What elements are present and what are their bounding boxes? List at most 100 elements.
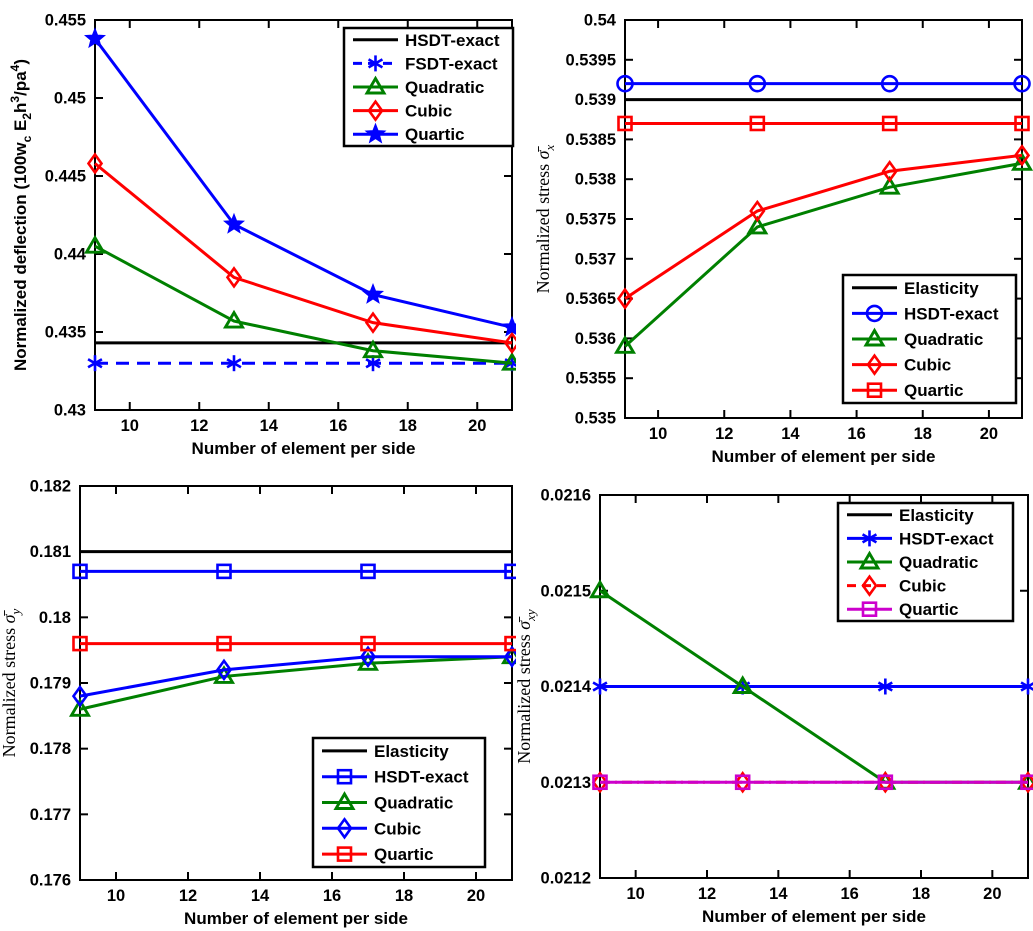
asterisk-marker [592, 681, 608, 692]
circle-marker [880, 74, 899, 93]
legend-star5-marker [364, 122, 387, 144]
y-axis-label: Normalized deflection (100wc E2h3/pa4) [8, 59, 34, 371]
x-tick-label: 18 [399, 417, 417, 435]
x-tick-label: 20 [980, 425, 998, 443]
square-marker [216, 635, 232, 652]
diamond-marker [591, 771, 609, 794]
y-tick-label: 0.18 [39, 609, 71, 627]
star5-marker [361, 282, 385, 304]
circle-marker [616, 74, 634, 93]
legend: HSDT-exact FSDT-exact Quadratic Cubic Quarti… [342, 26, 515, 148]
triangle-marker [746, 215, 769, 235]
plot-normalized-stress-sigma-xy: 10 12 14 16 18 20 0.0212 0.0213 0.0214 0.0215 0.02… [514, 466, 1033, 931]
legend-label: Cubic [405, 102, 452, 121]
diamond-marker [225, 266, 243, 289]
legend-diamond-marker [367, 99, 384, 122]
square-marker [1020, 774, 1033, 791]
legend-item-cubic: Cubic [847, 574, 946, 597]
square-marker [734, 774, 751, 791]
y-tick-label: 0.182 [30, 478, 71, 496]
legend-triangle-marker [858, 550, 881, 570]
asterisk-marker [87, 358, 103, 369]
circle-marker [1013, 74, 1031, 93]
x-tick-label: 12 [698, 885, 716, 903]
legend-label: Elasticity [899, 506, 974, 525]
diamond-marker [749, 199, 766, 223]
series-hsdt-exact [72, 563, 520, 580]
legend-circle-marker [865, 304, 884, 323]
legend-label: Cubic [374, 819, 421, 838]
legend-item-fsdt-exact: FSDT-exact [353, 54, 498, 73]
legend-item-hsdt-exact: HSDT-exact [847, 529, 994, 548]
y-tick-label: 0.0213 [541, 774, 591, 792]
x-tick-label: 14 [769, 885, 788, 903]
legend: Elasticity HSDT-exact Quadratic Cubic Quarti… [841, 273, 1018, 405]
legend-item-elasticity: Elasticity [847, 506, 974, 525]
legend-item-hsdt-exact: HSDT-exact [353, 31, 500, 50]
x-tick-label: 16 [847, 425, 865, 443]
triangle-marker [222, 309, 246, 329]
plot-normalized-stress-sigma-x: 10 12 14 16 18 20 0.535 0.5355 0.536 0.5365 0.537 0… [517, 0, 1033, 466]
legend-item-cubic: Cubic [353, 99, 452, 122]
legend-label: HSDT-exact [374, 768, 469, 787]
y-tick-label: 0.54 [584, 12, 617, 30]
legend-item-elasticity: Elasticity [322, 742, 449, 761]
legend-item-hsdt-exact: HSDT-exact [852, 304, 999, 323]
legend-label: Quadratic [405, 78, 484, 97]
legend-square-marker [336, 768, 353, 785]
legend-label: Quadratic [904, 330, 983, 349]
x-tick-label: 18 [912, 885, 930, 903]
y-tick-label: 0.5355 [566, 370, 616, 388]
y-tick-label: 0.177 [30, 806, 71, 824]
legend-item-quadratic: Quadratic [353, 75, 484, 97]
y-tick-label: 0.536 [575, 330, 616, 348]
y-tick-label: 0.178 [30, 740, 71, 758]
legend-label: FSDT-exact [405, 54, 498, 73]
x-tick-label: 12 [190, 417, 208, 435]
y-tick-label: 0.0216 [541, 487, 591, 505]
square-marker [881, 115, 898, 132]
asterisk-marker [365, 358, 381, 369]
triangle-marker [588, 579, 612, 599]
axes-box [94, 19, 513, 411]
x-tick-label: 18 [914, 425, 932, 443]
y-tick-label: 0.179 [30, 675, 71, 693]
series-cubic [616, 144, 1031, 310]
legend-label: Elasticity [904, 279, 979, 298]
legend-label: Quadratic [374, 794, 453, 813]
legend-item-quartic: Quartic [322, 845, 434, 864]
x-tick-label: 20 [467, 887, 485, 905]
diamond-marker [71, 684, 89, 708]
series-hsdt-exact [592, 678, 1033, 695]
legend-square-marker [866, 382, 883, 399]
x-tick-label: 18 [395, 887, 413, 905]
legend-label: HSDT-exact [405, 31, 500, 50]
legend-item-quadratic: Quadratic [847, 550, 978, 572]
square-marker [877, 774, 894, 791]
asterisk-marker [226, 358, 242, 369]
chart-sigma-y: 10 12 14 16 18 20 0.176 0.177 0.178 0.179 0.18 0.18… [0, 478, 524, 928]
x-tick-label: 12 [715, 425, 733, 443]
legend-square-marker [336, 846, 353, 862]
square-marker [749, 115, 766, 132]
diamond-marker [215, 658, 233, 682]
x-tick-label: 16 [840, 885, 858, 903]
x-tick-label: 14 [251, 887, 270, 905]
y-tick-label: 0.45 [54, 90, 86, 108]
x-axis-label: Number of element per side [702, 907, 926, 926]
legend-item-elasticity: Elasticity [852, 279, 979, 298]
y-tick-label: 0.0212 [541, 870, 591, 888]
x-axis-label: Number of element per side [712, 447, 936, 465]
x-axis-label: Number of element per side [184, 909, 408, 928]
legend-label: Quadratic [899, 553, 978, 572]
diamond-marker [86, 152, 104, 175]
series-quartic [72, 635, 520, 652]
triangle-marker [731, 675, 754, 694]
y-tick-label: 0.44 [54, 246, 87, 264]
x-tick-label: 14 [781, 425, 800, 443]
legend-asterisk-marker [367, 58, 384, 69]
legend-diamond-marker [861, 574, 878, 597]
plot-normalized-stress-sigma-y: 10 12 14 16 18 20 0.176 0.177 0.178 0.179 0.18 0.18… [0, 466, 524, 931]
diamond-marker [616, 287, 634, 310]
series-line [94, 244, 513, 365]
